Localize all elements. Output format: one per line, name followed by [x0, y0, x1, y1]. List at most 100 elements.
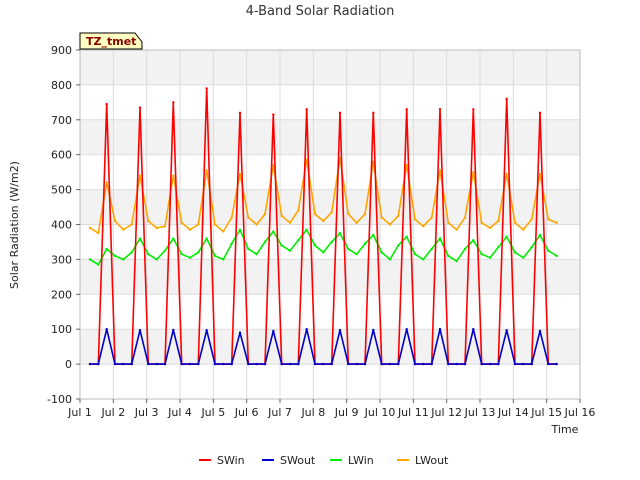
data-point-lwout — [413, 218, 417, 221]
data-point-lwout — [88, 226, 92, 230]
data-point-lwin — [247, 247, 250, 251]
data-point-swout — [430, 362, 433, 366]
x-axis-label: Time — [551, 423, 579, 436]
plot-band — [80, 329, 580, 365]
plot-band — [80, 189, 580, 225]
data-point-lwin — [305, 228, 308, 231]
data-point-lwin — [372, 233, 375, 237]
x-tick-label: Jul 14 — [497, 406, 529, 419]
series-layer — [88, 87, 558, 366]
station-tag: TZ_tmet — [79, 32, 143, 50]
data-point-lwin — [497, 245, 500, 249]
x-tick-label: Jul 6 — [234, 406, 259, 419]
data-point-lwout — [430, 216, 433, 219]
data-point-swout — [230, 362, 233, 366]
data-point-lwin — [280, 244, 283, 247]
y-tick-label: 0 — [65, 358, 72, 371]
data-point-swout — [405, 328, 408, 331]
data-point-swout — [463, 362, 467, 366]
data-point-swout — [372, 328, 375, 332]
data-point-swin — [238, 111, 242, 115]
data-point-lwout — [463, 216, 467, 219]
data-point-lwout — [530, 218, 533, 221]
data-point-swout — [413, 362, 417, 366]
legend-item-swout: SWout — [262, 454, 316, 467]
data-point-swin — [105, 102, 108, 106]
legend-label-swin: SWin — [217, 454, 245, 467]
data-point-lwout — [480, 221, 483, 224]
data-point-lwin — [430, 247, 433, 251]
data-point-swout — [363, 362, 367, 366]
data-point-swout — [305, 328, 308, 331]
x-tick-label: Jul 13 — [464, 406, 496, 419]
data-point-lwin — [538, 233, 542, 237]
data-point-swout — [422, 362, 425, 366]
data-point-lwout — [363, 212, 367, 216]
data-point-swout — [313, 362, 317, 366]
data-point-swout — [505, 329, 508, 332]
data-point-lwin — [463, 247, 467, 251]
data-point-swout — [455, 362, 458, 366]
data-point-lwin — [263, 240, 267, 244]
data-point-lwin — [97, 263, 100, 266]
data-point-lwout — [238, 172, 242, 176]
x-tick-label: Jul 4 — [167, 406, 192, 419]
data-point-lwout — [397, 214, 400, 217]
data-point-lwout — [205, 169, 208, 172]
data-point-lwout — [372, 160, 375, 163]
data-point-lwin — [297, 239, 300, 242]
data-point-lwout — [505, 172, 508, 176]
data-point-lwout — [330, 211, 333, 214]
data-point-lwin — [530, 245, 533, 249]
data-point-lwout — [513, 221, 517, 224]
data-point-swin — [405, 108, 408, 111]
data-point-lwin — [363, 242, 367, 245]
data-point-lwout — [405, 163, 408, 167]
data-point-swin — [438, 108, 442, 111]
data-point-swout — [222, 362, 225, 366]
data-point-lwin — [455, 259, 458, 263]
data-point-swout — [380, 362, 383, 366]
data-point-lwin — [447, 254, 450, 258]
series-swout — [88, 328, 558, 366]
data-point-lwin — [172, 237, 175, 240]
data-point-lwout — [188, 228, 192, 231]
data-point-lwin — [205, 237, 208, 240]
data-point-lwin — [405, 235, 408, 238]
data-point-lwout — [222, 230, 225, 233]
data-point-lwin — [322, 251, 325, 254]
data-point-swout — [530, 362, 533, 366]
data-point-lwout — [147, 219, 150, 223]
data-point-lwin — [88, 258, 92, 261]
x-tick-label: Jul 9 — [334, 406, 359, 419]
data-point-swout — [238, 331, 242, 334]
data-point-lwout — [280, 214, 283, 217]
data-point-swout — [538, 329, 542, 333]
data-point-lwout — [180, 221, 183, 224]
x-tick-label: Jul 8 — [300, 406, 325, 419]
data-point-lwin — [422, 258, 425, 261]
data-point-swout — [138, 329, 142, 332]
data-point-swout — [347, 362, 350, 366]
x-tick-label: Jul 7 — [267, 406, 292, 419]
series-lwout — [88, 156, 558, 235]
data-point-lwin — [505, 235, 508, 238]
y-tick-label: 500 — [51, 184, 72, 197]
axes: -100 0 100 200 300 400 500 600 700 800 900 Jul 1 Jul… — [47, 44, 595, 419]
data-point-lwin — [522, 256, 525, 259]
data-point-lwout — [538, 172, 542, 176]
data-point-lwin — [288, 249, 292, 252]
data-point-swin — [338, 111, 342, 115]
data-point-lwin — [113, 254, 117, 258]
data-point-lwout — [122, 228, 125, 231]
data-point-lwin — [197, 251, 200, 254]
data-point-swout — [555, 362, 558, 366]
data-point-lwout — [322, 219, 325, 223]
y-tick-label: 800 — [51, 79, 72, 92]
x-tick-label: Jul 1 — [67, 406, 92, 419]
data-point-swout — [155, 362, 158, 366]
data-point-swout — [97, 362, 100, 366]
legend-item-lwin: LWin — [330, 454, 374, 467]
data-point-lwout — [447, 221, 450, 224]
data-point-lwin — [272, 230, 275, 233]
